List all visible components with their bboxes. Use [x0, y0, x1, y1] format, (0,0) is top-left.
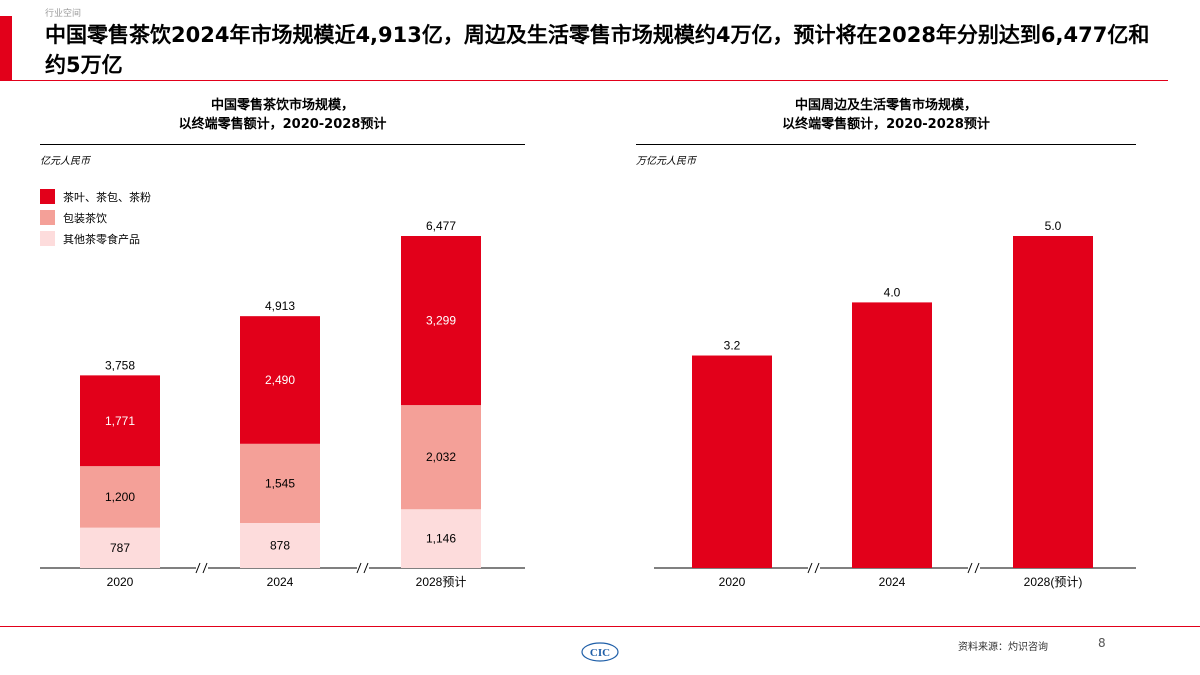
bar-total-label: 4,913 — [265, 299, 295, 313]
accent-bar — [0, 16, 12, 80]
legend-item-tea-leaves: 茶叶、茶包、茶粉 — [40, 186, 151, 207]
chart-title-line1: 中国零售茶饮市场规模， — [210, 98, 354, 113]
axis-break-mark — [195, 562, 201, 574]
bar-value-label: 3.2 — [724, 339, 741, 353]
axis-break-mark — [974, 562, 980, 574]
bar-value-label: 4.0 — [884, 285, 901, 299]
page-headline: 中国零售茶饮2024年市场规模近4,913亿，周边及生活零售市场规模约4万亿，预… — [45, 23, 1150, 77]
bar-segment — [80, 375, 160, 467]
legend-label-tea-snacks: 其他茶零食产品 — [63, 232, 140, 246]
cic-logo: CIC — [580, 641, 620, 667]
segment-value-label: 1,545 — [265, 476, 295, 490]
legend-swatch-tea-snacks — [40, 231, 55, 246]
header-rule — [0, 80, 1168, 81]
bar-segment — [240, 522, 320, 568]
chart-title-rule — [636, 144, 1136, 145]
bar — [1013, 236, 1093, 568]
segment-value-label: 2,490 — [265, 373, 295, 387]
x-tick-label: 2028预计 — [416, 575, 467, 589]
chart-legend: 茶叶、茶包、茶粉 包装茶饮 其他茶零食产品 — [40, 186, 151, 249]
x-tick-label: 2024 — [879, 575, 906, 589]
segment-value-label: 1,146 — [426, 532, 456, 546]
page-number: 8 — [1098, 636, 1106, 650]
segment-value-label: 3,299 — [426, 314, 456, 328]
axis-break-mark — [363, 562, 369, 574]
legend-swatch-packaged-tea — [40, 210, 55, 225]
axis-break-mark — [202, 562, 208, 574]
bar-segment — [401, 509, 481, 568]
axis-break-mark — [356, 562, 362, 574]
bar-segment — [240, 316, 320, 444]
legend-label-packaged-tea: 包装茶饮 — [63, 211, 107, 225]
chart-title: 中国零售茶饮市场规模， 以终端零售额计，2020-2028预计 — [40, 96, 525, 134]
cic-logo-text: CIC — [590, 647, 610, 659]
chart-title-line1: 中国周边及生活零售市场规模， — [794, 98, 977, 113]
lifestyle-retail-bar-chart: 3.2 2020 4.0 2024 5.0 2028(预计) — [654, 219, 1136, 589]
axis-break-mark — [807, 562, 813, 574]
chart-title-line2: 以终端零售额计，2020-2028预计 — [178, 117, 387, 132]
bar-segment — [80, 466, 160, 528]
chart-title-line2: 以终端零售额计，2020-2028预计 — [782, 117, 990, 132]
legend-item-tea-snacks: 其他茶零食产品 — [40, 228, 151, 249]
axis-break-mark — [814, 562, 820, 574]
section-tag: 行业空间 — [45, 9, 82, 19]
chart-unit-label: 万亿元人民币 — [636, 156, 696, 167]
source-note: 资料来源：灼识咨询 — [958, 642, 1048, 653]
bar-total-label: 6,477 — [426, 219, 456, 233]
tea-retail-chart-panel: 中国零售茶饮市场规模， 以终端零售额计，2020-2028预计 亿元人民币 茶叶… — [40, 90, 525, 605]
lifestyle-retail-chart-panel: 中国周边及生活零售市场规模， 以终端零售额计，2020-2028预计 万亿元人民… — [636, 90, 1136, 605]
segment-value-label: 1,200 — [105, 490, 135, 504]
bar-segment — [401, 236, 481, 406]
bar — [692, 355, 772, 568]
segment-value-label: 878 — [270, 538, 290, 552]
segment-value-label: 2,032 — [426, 450, 456, 464]
legend-swatch-tea-leaves — [40, 189, 55, 204]
bar-value-label: 5.0 — [1045, 219, 1062, 233]
legend-label-tea-leaves: 茶叶、茶包、茶粉 — [63, 190, 151, 204]
segment-value-label: 787 — [110, 541, 130, 555]
x-tick-label: 2028(预计) — [1024, 575, 1083, 589]
chart-title: 中国周边及生活零售市场规模， 以终端零售额计，2020-2028预计 — [636, 96, 1136, 134]
bar-segment — [240, 443, 320, 523]
x-tick-label: 2024 — [267, 575, 294, 589]
tea-retail-stacked-bar-chart: 787 1,200 1,771 3,758 2020 878 1,545 2,490 4,913… — [40, 219, 525, 589]
x-tick-label: 2020 — [107, 575, 134, 589]
bar-segment — [80, 527, 160, 568]
x-tick-label: 2020 — [719, 575, 746, 589]
bar-segment — [401, 405, 481, 510]
legend-item-packaged-tea: 包装茶饮 — [40, 207, 151, 228]
segment-value-label: 1,771 — [105, 414, 135, 428]
axis-break-mark — [967, 562, 973, 574]
footer-rule — [0, 626, 1200, 627]
chart-unit-label: 亿元人民币 — [40, 156, 90, 167]
chart-title-rule — [40, 144, 525, 145]
bar-total-label: 3,758 — [105, 358, 135, 372]
bar — [852, 302, 932, 568]
